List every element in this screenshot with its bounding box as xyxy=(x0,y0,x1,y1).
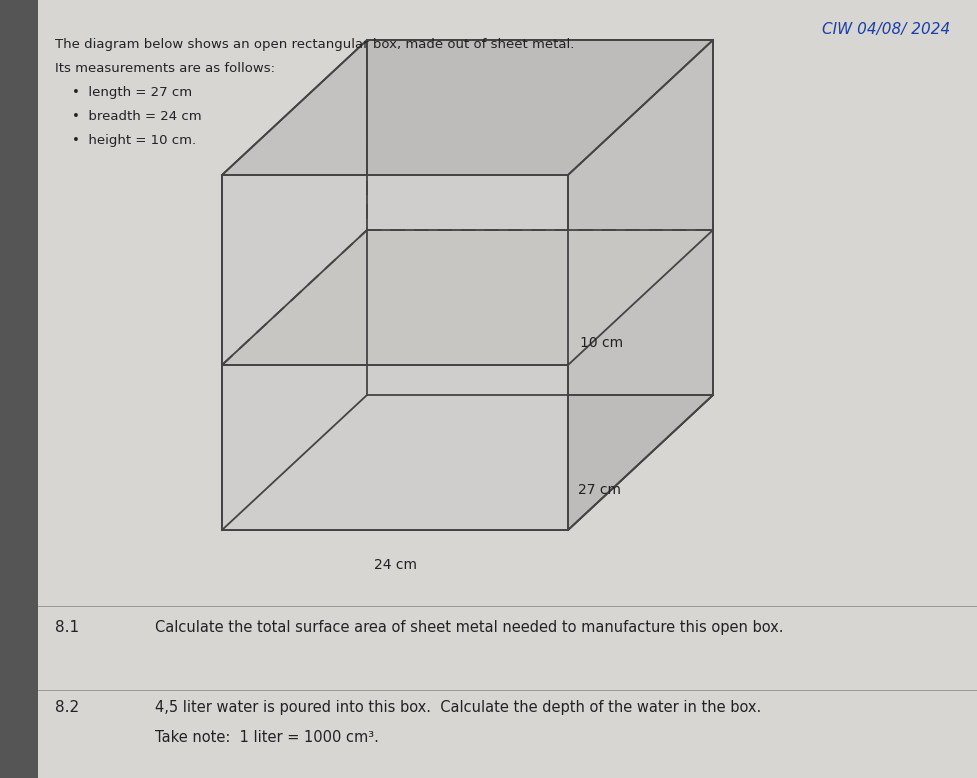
Text: CIW 04/08/ 2024: CIW 04/08/ 2024 xyxy=(822,22,950,37)
Bar xyxy=(0,0,38,778)
Text: 27 cm: 27 cm xyxy=(578,483,621,497)
Text: 8.2: 8.2 xyxy=(55,700,79,715)
Text: The diagram below shows an open rectangular box, made out of sheet metal.: The diagram below shows an open rectangu… xyxy=(55,38,574,51)
Polygon shape xyxy=(568,40,713,530)
Text: Take note:  1 liter = 1000 cm³.: Take note: 1 liter = 1000 cm³. xyxy=(155,730,379,745)
Polygon shape xyxy=(222,395,713,530)
Polygon shape xyxy=(367,40,713,230)
Text: 24 cm: 24 cm xyxy=(373,558,416,572)
Text: •  breadth = 24 cm: • breadth = 24 cm xyxy=(72,110,201,123)
Polygon shape xyxy=(222,175,568,530)
Text: Its measurements are as follows:: Its measurements are as follows: xyxy=(55,62,275,75)
Text: Calculate the total surface area of sheet metal needed to manufacture this open : Calculate the total surface area of shee… xyxy=(155,620,784,635)
Text: 10 cm: 10 cm xyxy=(580,335,623,349)
Polygon shape xyxy=(222,230,713,365)
Text: 8.1: 8.1 xyxy=(55,620,79,635)
Polygon shape xyxy=(222,40,367,530)
Text: 4,5 liter water is poured into this box.  Calculate the depth of the water in th: 4,5 liter water is poured into this box.… xyxy=(155,700,761,715)
Text: •  length = 27 cm: • length = 27 cm xyxy=(72,86,192,99)
Polygon shape xyxy=(367,40,713,395)
Text: •  height = 10 cm.: • height = 10 cm. xyxy=(72,134,196,147)
